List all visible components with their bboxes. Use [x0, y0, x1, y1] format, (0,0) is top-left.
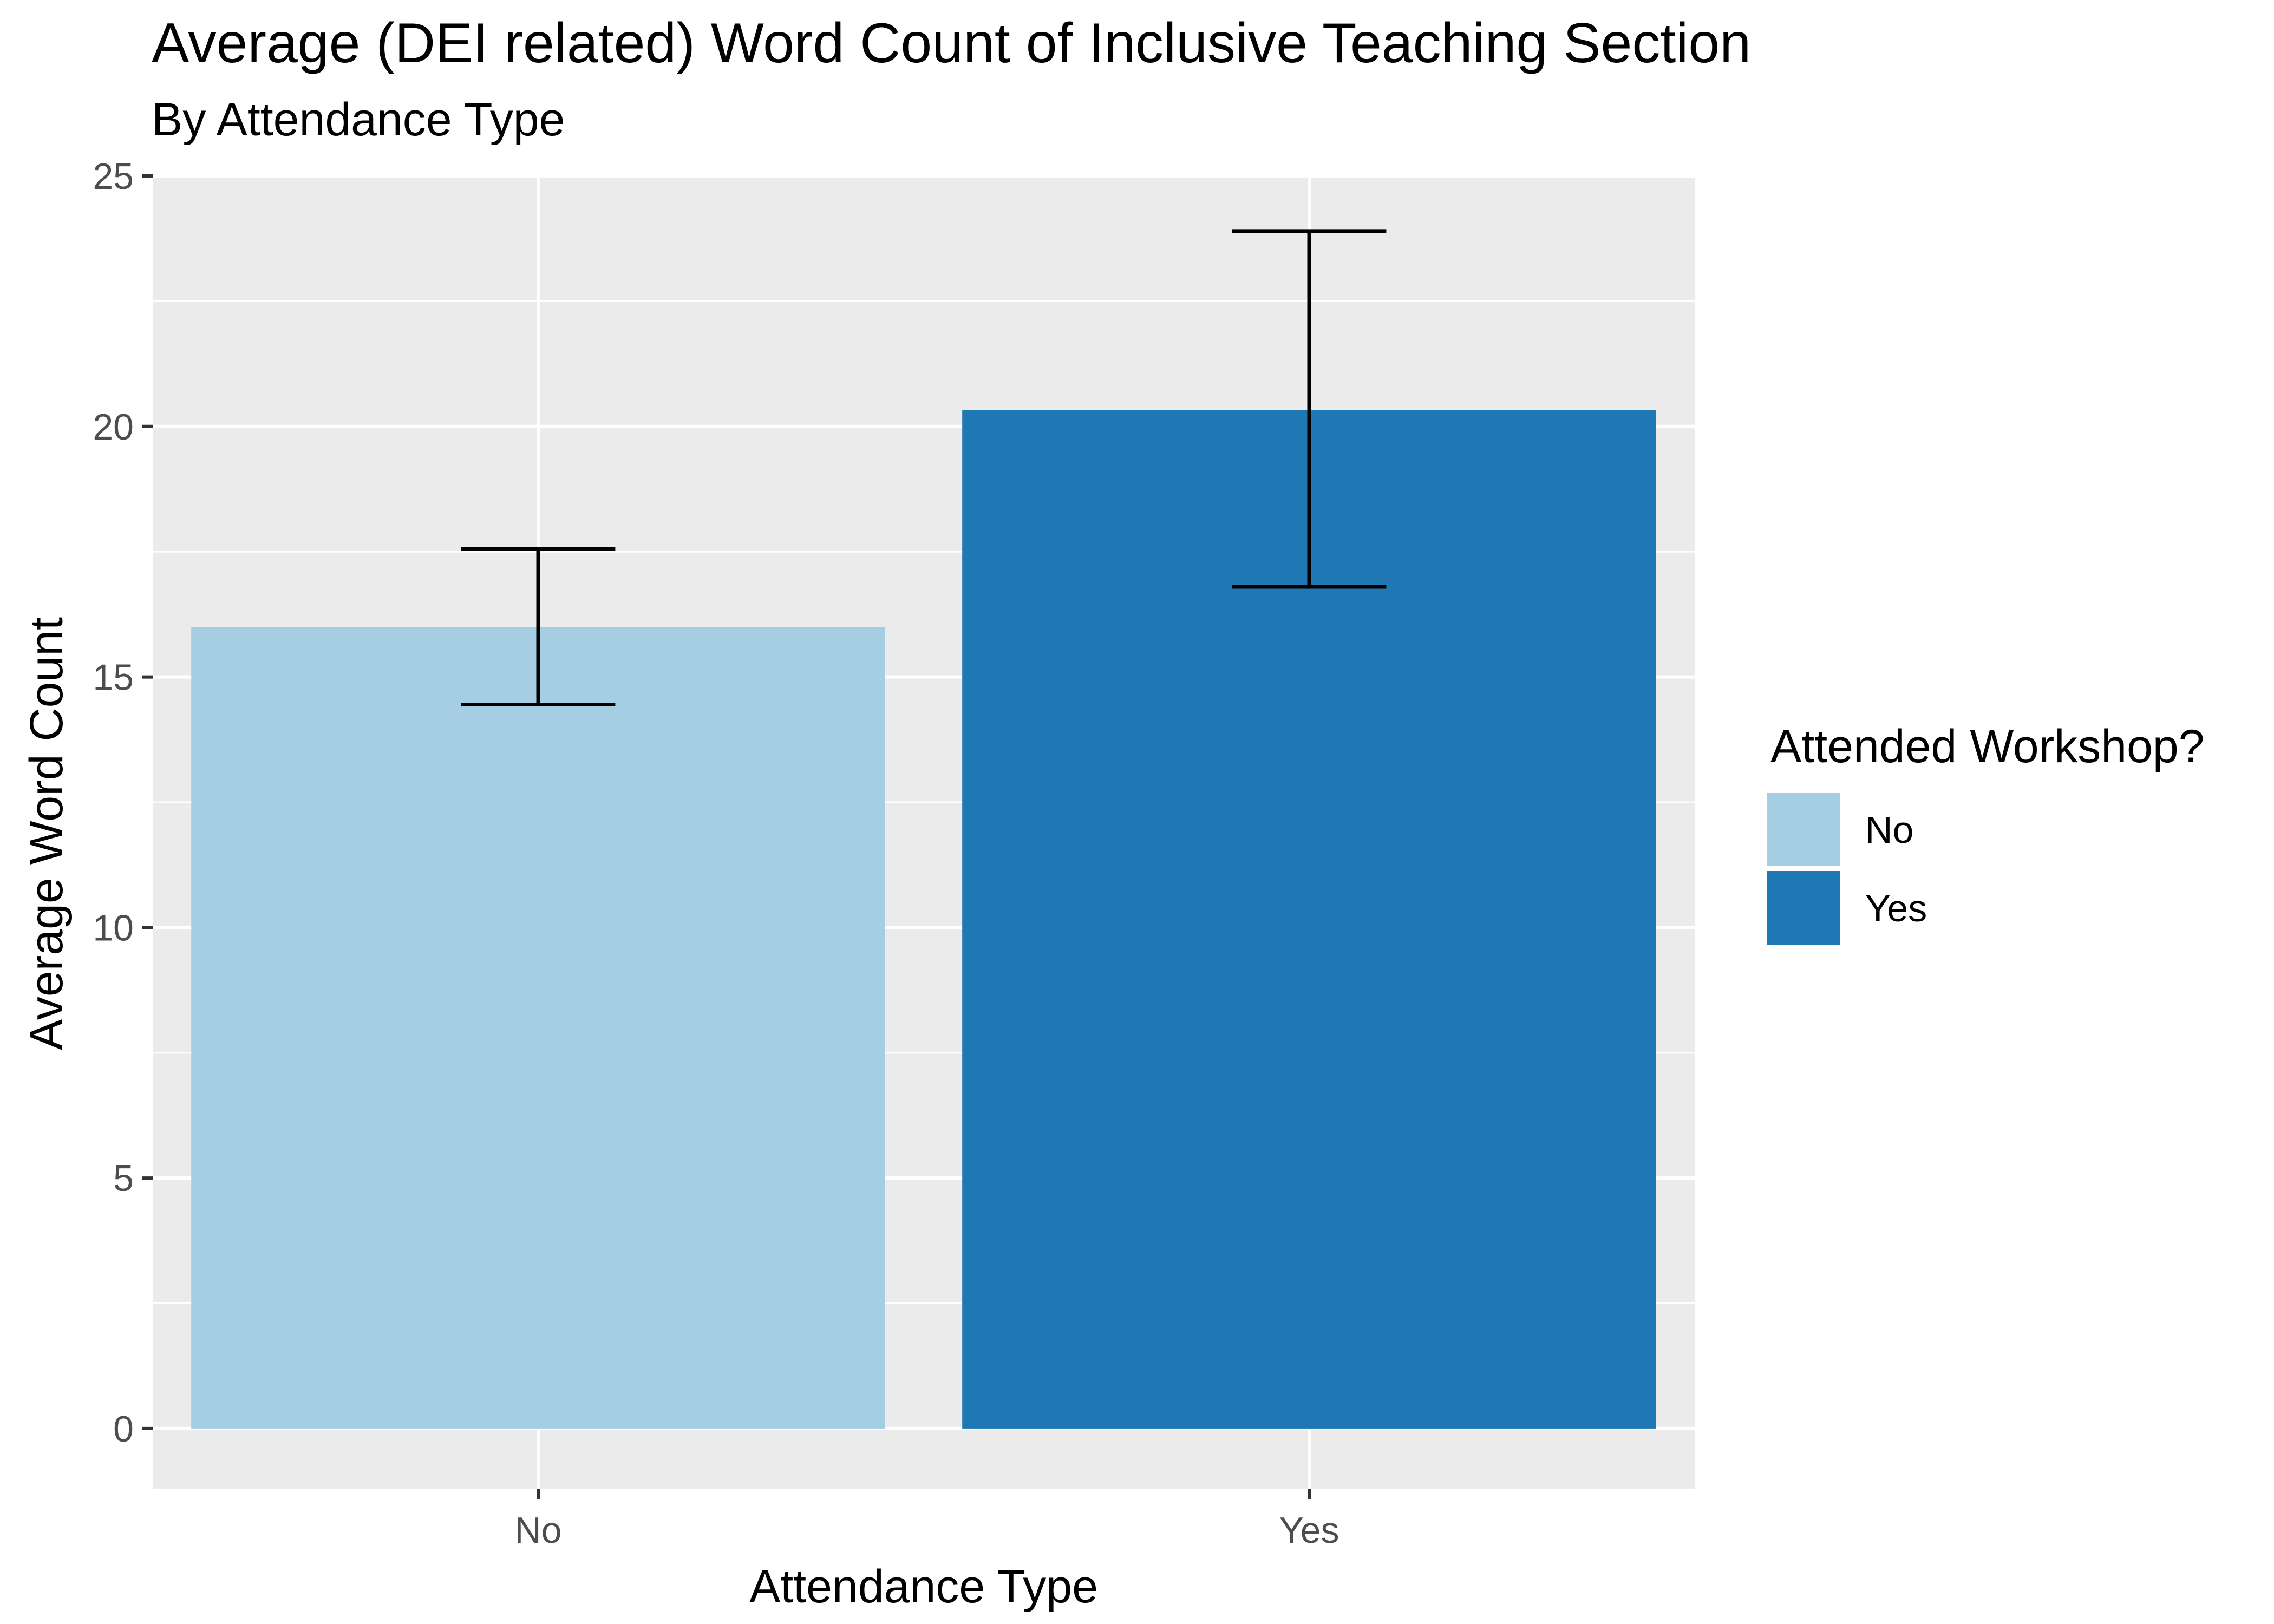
- chart-title: Average (DEI related) Word Count of Incl…: [152, 12, 1751, 75]
- y-tick-label: 0: [113, 1409, 134, 1450]
- bar-no: [191, 627, 885, 1429]
- chart-subtitle: By Attendance Type: [152, 94, 565, 146]
- x-axis: No Yes: [515, 1489, 1339, 1551]
- y-axis-title: Average Word Count: [21, 617, 73, 1050]
- error-bars: [461, 229, 1387, 706]
- y-tick-label: 25: [93, 156, 134, 197]
- y-tick-label: 20: [93, 407, 134, 448]
- y-axis: 0 5 10 15 20 25: [93, 156, 153, 1450]
- y-tick-label: 5: [113, 1158, 134, 1199]
- legend-label-yes: Yes: [1865, 887, 1927, 929]
- legend-key-yes: [1765, 869, 1842, 947]
- legend-title: Attended Workshop?: [1770, 721, 2205, 772]
- y-tick-label: 10: [93, 907, 134, 948]
- x-axis-title: Attendance Type: [749, 1561, 1098, 1613]
- legend-label-no: No: [1865, 809, 1913, 851]
- x-tick-label: Yes: [1279, 1510, 1339, 1551]
- error-bar-no: [461, 547, 616, 706]
- error-bar-yes: [1232, 229, 1387, 589]
- legend-keys: No Yes: [1765, 790, 1927, 947]
- legend-key-no: [1765, 790, 1842, 868]
- legend: Attended Workshop? No Yes: [1765, 721, 2205, 947]
- y-tick-label: 15: [93, 657, 134, 698]
- x-tick-label: No: [515, 1510, 562, 1551]
